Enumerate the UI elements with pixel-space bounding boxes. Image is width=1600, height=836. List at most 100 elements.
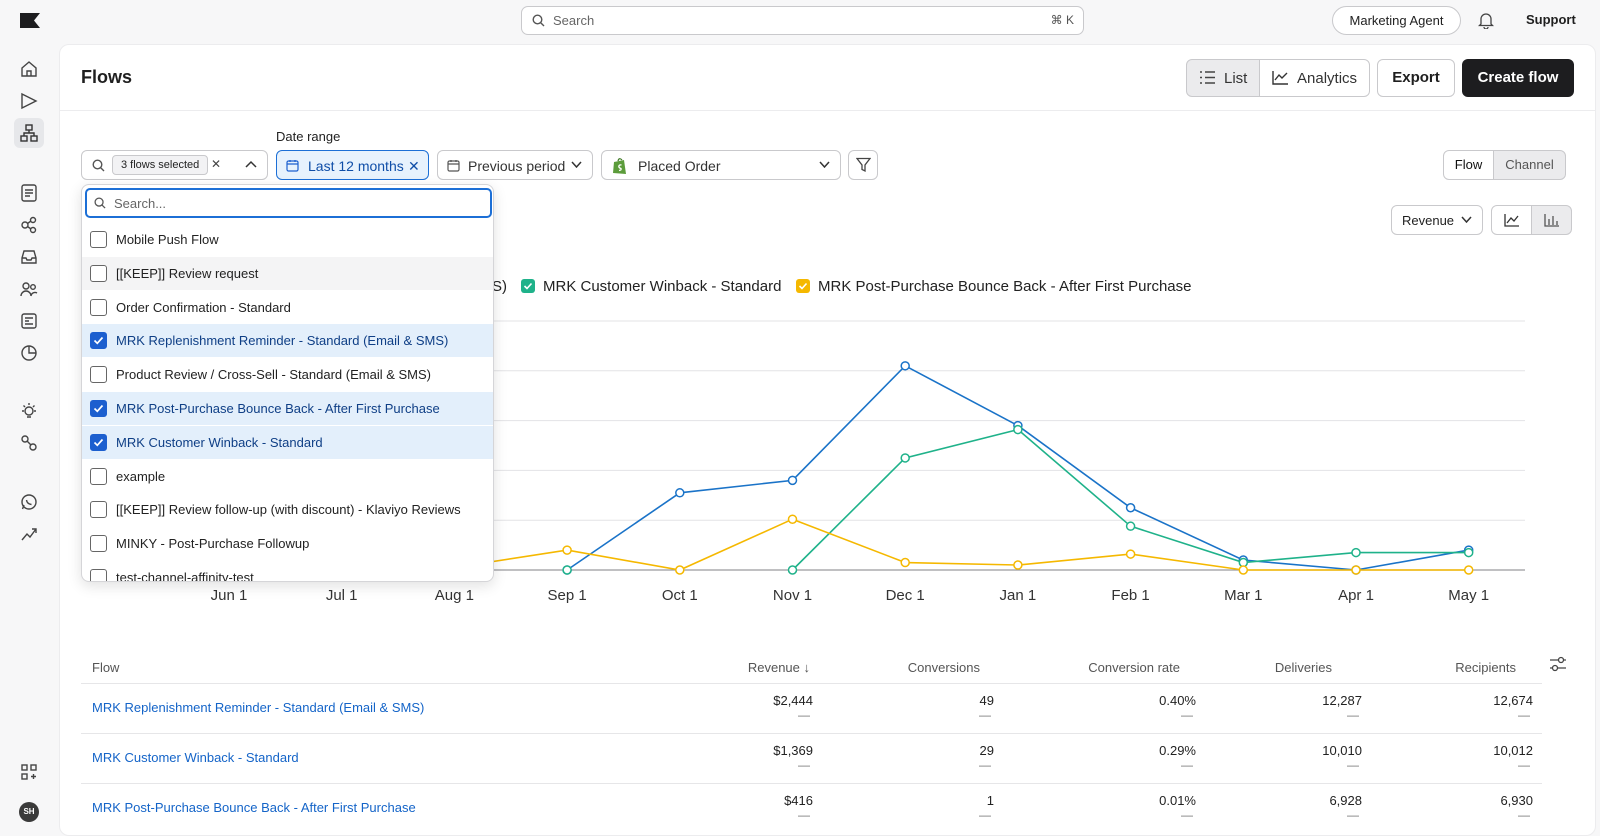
marketing-agent-button[interactable]: Marketing Agent [1332,6,1461,35]
support-link[interactable]: Support [1526,12,1576,27]
data-point[interactable] [1125,549,1136,559]
apps-icon[interactable] [19,762,39,782]
flow-name-link[interactable]: MRK Post-Purchase Bounce Back - After Fi… [92,800,416,815]
lightbulb-icon[interactable] [19,401,39,421]
measure-selector[interactable]: Revenue [1391,205,1483,235]
checkbox[interactable] [90,535,107,553]
line-chart-toggle[interactable] [1491,205,1532,235]
col-header-revenue[interactable]: Revenue ↓ [747,660,810,675]
col-header-conversion-rate[interactable]: Conversion rate [1088,660,1180,675]
col-header-recipients[interactable]: Recipients [1455,660,1516,675]
dropdown-option[interactable]: [[KEEP]] Review follow-up (with discount… [82,493,493,526]
audience-icon[interactable] [19,279,39,299]
catalog-icon[interactable] [19,311,39,331]
data-point[interactable] [787,514,798,524]
whatsapp-icon[interactable] [19,492,39,512]
dropdown-option-label: MRK Customer Winback - Standard [116,434,323,450]
trending-icon[interactable] [19,524,39,544]
dropdown-option[interactable]: Mobile Push Flow [82,223,493,256]
data-point[interactable] [1351,565,1361,575]
analytics-view-button[interactable]: Analytics [1259,59,1370,97]
series-line-1 [791,428,1469,571]
data-point[interactable] [675,565,685,575]
data-point[interactable] [1013,424,1023,435]
flows-selector[interactable]: 3 flows selected ✕ [81,150,268,180]
data-point[interactable] [1463,565,1474,575]
column-settings-icon[interactable] [1549,655,1567,673]
data-point[interactable] [900,361,910,371]
data-point[interactable] [787,475,798,486]
reports-clock-icon[interactable] [19,343,39,363]
inbox-icon[interactable] [19,247,39,267]
flow-name-link[interactable]: MRK Customer Winback - Standard [92,750,299,765]
integrations-icon[interactable] [19,433,39,453]
checkbox[interactable] [90,231,107,248]
dropdown-option-label: [[KEEP]] Review follow-up (with discount… [116,502,461,518]
send-icon[interactable] [19,91,39,111]
checkbox[interactable] [90,332,107,350]
clear-date-range-icon[interactable]: ✕ [408,158,420,174]
data-point[interactable] [562,545,572,555]
filter-button[interactable] [848,150,878,180]
data-point[interactable] [900,557,910,568]
legend-swatch[interactable] [521,279,535,293]
home-icon[interactable] [19,59,39,79]
flows-icon[interactable] [19,123,39,143]
checkbox[interactable] [90,366,107,384]
dropdown-option[interactable]: [[KEEP]] Review request [82,256,493,290]
forms-icon[interactable] [19,183,39,203]
data-point[interactable] [1125,521,1136,531]
dropdown-option[interactable]: example [82,460,493,493]
bell-icon[interactable] [1478,11,1494,29]
segments-icon[interactable] [19,215,39,235]
checkbox[interactable] [90,298,107,316]
dropdown-search-input[interactable]: Search... [85,188,492,218]
data-point[interactable] [675,488,685,498]
list-icon [1200,71,1215,84]
flow-name-link[interactable]: MRK Replenishment Reminder - Standard (E… [92,700,425,715]
clear-flows-icon[interactable]: ✕ [211,157,222,171]
legend-swatch[interactable] [796,279,810,293]
create-flow-button[interactable]: Create flow [1462,59,1574,97]
comparison-period-selector[interactable]: Previous period [437,150,593,180]
col-header-flow[interactable]: Flow [92,660,120,675]
export-button[interactable]: Export [1377,59,1455,97]
data-point[interactable] [1125,503,1136,513]
global-search-input[interactable]: Search ⌘ K [521,6,1084,35]
dropdown-option[interactable]: test-channel-affinity-test [82,561,493,581]
col-header-conversions[interactable]: Conversions [907,660,980,675]
cell-recipients: 10,012 [1493,743,1533,758]
col-header-deliveries[interactable]: Deliveries [1274,660,1332,675]
user-avatar[interactable]: SH [19,802,39,822]
bar-chart-toggle[interactable] [1531,205,1572,235]
checkbox[interactable] [90,264,107,282]
cell-conversion-rate: 0.01% [1159,793,1196,808]
data-point[interactable] [562,565,572,575]
checkbox[interactable] [90,400,107,417]
conversion-metric-selector[interactable]: Placed Order [601,150,841,180]
x-tick-label: Apr 1 [1338,587,1374,604]
klaviyo-logo-icon[interactable] [20,13,40,28]
chevron-up-icon[interactable] [245,160,257,168]
dropdown-option[interactable]: MRK Customer Winback - Standard [82,425,493,459]
data-point[interactable] [1463,547,1474,558]
date-range-selector[interactable]: Last 12 months ✕ [276,150,429,180]
dropdown-option[interactable]: Order Confirmation - Standard [82,291,493,324]
checkbox[interactable] [90,433,107,451]
flow-toggle[interactable]: Flow [1443,150,1494,180]
dropdown-option[interactable]: MRK Post-Purchase Bounce Back - After Fi… [82,392,493,425]
list-view-button[interactable]: List [1186,59,1260,97]
cell-revenue: $2,444 [773,693,813,708]
data-point[interactable] [1013,560,1023,570]
checkbox[interactable] [90,467,107,485]
checkbox[interactable] [90,501,107,519]
dropdown-option[interactable]: MINKY - Post-Purchase Followup [82,527,493,560]
channel-toggle[interactable]: Channel [1493,150,1566,180]
checkbox[interactable] [90,569,107,581]
dropdown-option[interactable]: MRK Replenishment Reminder - Standard (E… [82,324,493,358]
data-point[interactable] [900,453,910,463]
data-point[interactable] [787,565,798,575]
data-point[interactable] [1238,565,1249,575]
data-point[interactable] [1351,547,1361,558]
dropdown-option[interactable]: Product Review / Cross-Sell - Standard (… [82,358,493,391]
